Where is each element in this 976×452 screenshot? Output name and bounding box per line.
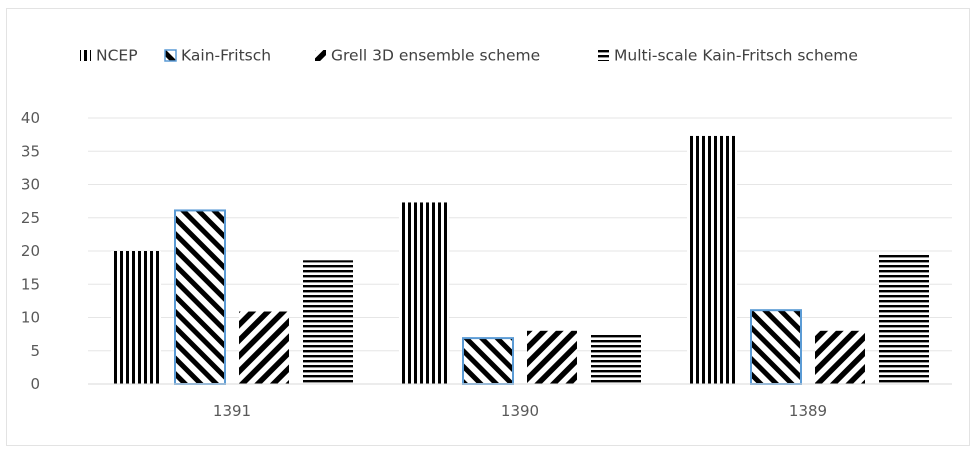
legend-swatch-grell-3d-ensemble-scheme	[315, 50, 326, 61]
y-tick-label: 10	[21, 309, 40, 327]
bar-ncep-1390	[399, 202, 449, 384]
x-tick-label: 1389	[789, 402, 827, 420]
bar-multi-scale-kain-fritsch-scheme-1390	[591, 334, 641, 384]
legend-swatch-ncep	[80, 50, 91, 61]
bar-grell-3d-ensemble-scheme-1389	[815, 330, 865, 384]
bar-kain-fritsch-1390	[462, 337, 514, 385]
y-tick-label: 20	[21, 242, 40, 260]
x-tick-label: 1390	[501, 402, 539, 420]
x-axis: 1391 1390 1389	[88, 383, 952, 420]
y-tick-label: 40	[21, 109, 40, 127]
legend-label-grell-3d-ensemble-scheme: Grell 3D ensemble scheme	[331, 47, 540, 65]
legend-label-kain-fritsch: Kain-Fritsch	[181, 47, 271, 65]
bar-kain-fritsch-1391	[174, 209, 226, 385]
legend-swatch-kain-fritsch	[164, 49, 177, 62]
legend-label-multi-scale-kain-fritsch-scheme: Multi-scale Kain-Fritsch scheme	[614, 47, 858, 65]
legend-swatch-multi-scale-kain-fritsch-scheme	[598, 50, 609, 61]
y-tick-label: 25	[21, 209, 40, 227]
legend: NCEP Kain-Fritsch Grell 3D ensemble scheme…	[80, 47, 858, 65]
bar-grell-3d-ensemble-scheme-1391	[239, 311, 289, 384]
y-tick-label: 15	[21, 275, 40, 293]
y-tick-label: 35	[21, 142, 40, 160]
bar-multi-scale-kain-fritsch-scheme-1389	[879, 254, 929, 384]
bar-ncep-1391	[111, 251, 161, 384]
y-tick-label: 5	[30, 342, 40, 360]
y-tick-label: 0	[30, 375, 40, 393]
bar-ncep-1389	[687, 135, 737, 384]
bar-multi-scale-kain-fritsch-scheme-1391	[303, 260, 353, 384]
bar-kain-fritsch-1389	[750, 309, 802, 385]
bar-grell-3d-ensemble-scheme-1390	[527, 330, 577, 384]
bars	[111, 135, 929, 385]
y-axis: 0 5 10 15 20 25 30 35 40	[21, 109, 40, 393]
x-tick-label: 1391	[213, 402, 251, 420]
y-tick-label: 30	[21, 176, 40, 194]
legend-label-ncep: NCEP	[96, 47, 138, 65]
gridlines	[88, 117, 952, 352]
